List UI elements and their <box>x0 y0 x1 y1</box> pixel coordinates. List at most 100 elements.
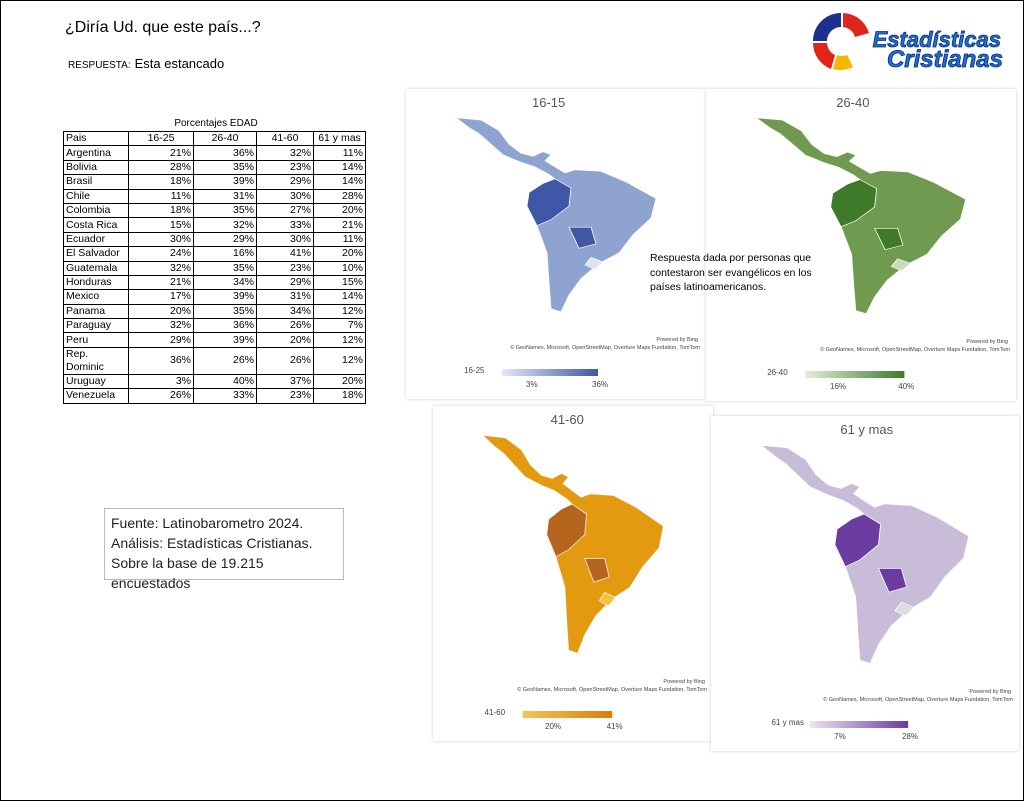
powered: Powered by Bing <box>969 689 1011 695</box>
table-cell: Rep. Dominic <box>63 346 129 375</box>
table-cell: 35% <box>193 303 257 320</box>
table-row: El Salvador 24% 16% 41% 20% <box>63 246 366 262</box>
table-cell: 11% <box>128 188 194 204</box>
legend-bar <box>502 369 598 376</box>
legend-max: 41% <box>606 722 623 731</box>
table-cell: 29% <box>256 274 314 291</box>
legend-min: 16% <box>830 382 847 391</box>
table-cell: 15% <box>313 274 366 291</box>
table-cell: Paraguay <box>63 318 129 334</box>
table-cell: 18% <box>128 202 194 219</box>
region <box>834 513 882 568</box>
table-cell: 7% <box>313 318 366 334</box>
region <box>568 226 597 249</box>
powered: Powered by Bing <box>966 339 1008 345</box>
table-cell: 29% <box>256 174 314 190</box>
table-cell: 31% <box>256 289 314 305</box>
table-cell: 26% <box>193 346 257 375</box>
table-cell: 12% <box>313 332 366 348</box>
attribution: © GeoNames, Microsoft, OpenStreetMap, Ov… <box>820 347 1010 353</box>
map <box>755 117 967 378</box>
table-cell: 33% <box>256 217 314 233</box>
table-cell: 32% <box>193 217 257 233</box>
table-cell: Colombia <box>63 202 129 219</box>
table-cell: 36% <box>128 346 194 375</box>
map-panel: 41-60 Powered by Bing © GeoNames, Microsof… <box>433 406 713 741</box>
table-cell: 30% <box>256 188 314 204</box>
table-cell: 39% <box>193 332 257 348</box>
table-row: Peru 29% 39% 20% 12% <box>63 332 366 348</box>
source-line: Fuente: Latinobarometro 2024. <box>111 515 304 531</box>
table-cell: 11% <box>313 231 366 248</box>
legend-bar <box>809 721 909 728</box>
table-cell: 20% <box>313 202 366 219</box>
table-cell: 20% <box>313 246 366 262</box>
table-row: Colombia 18% 35% 27% 20% <box>63 202 366 219</box>
question: ¿Diría Ud. que este país...? <box>65 19 261 36</box>
table: Pais 16-25 26-40 41-60 61 y mas Argentina 21% 3… <box>63 130 366 404</box>
table-cell: 35% <box>193 159 257 176</box>
legend-min: 3% <box>526 380 538 389</box>
map-shape <box>454 117 657 313</box>
legend-min: 20% <box>545 722 562 731</box>
table-cell: 31% <box>193 188 257 204</box>
header-cell: 41-60 <box>256 130 314 147</box>
map-title: 41-60 <box>550 412 584 427</box>
table-cell: 36% <box>193 145 257 161</box>
table-cell: 14% <box>313 159 366 176</box>
table-cell: 20% <box>313 373 366 390</box>
table-cell: 23% <box>256 159 314 176</box>
map-panel: 61 y mas Powered by Bing © GeoNames, Micro… <box>711 416 1019 751</box>
table-cell: 35% <box>193 202 257 219</box>
table-row: Chile 11% 31% 30% 28% <box>63 188 366 204</box>
legend-label: 26-40 <box>767 368 788 377</box>
map-shape <box>481 434 664 654</box>
table-cell: 40% <box>193 373 257 390</box>
region <box>546 503 587 558</box>
note: Respuesta dada por personas que contesta… <box>650 252 812 293</box>
legend-label: 61 y mas <box>771 718 805 727</box>
table-cell: 39% <box>193 289 257 305</box>
table-cell: 34% <box>256 303 314 320</box>
table-cell: 32% <box>256 145 314 161</box>
table-cell: 29% <box>128 332 194 348</box>
table-row: Paraguay 32% 36% 26% 7% <box>63 318 366 334</box>
legend-bar <box>522 711 613 718</box>
response-label: RESPUESTA: <box>68 60 131 71</box>
logo-line2: Cristianas <box>887 46 1003 73</box>
table-cell: 21% <box>128 145 194 161</box>
table-cell: 30% <box>128 231 194 248</box>
table-cell: 26% <box>256 318 314 334</box>
source-box: Fuente: Latinobarometro 2024. Análisis: … <box>104 508 344 591</box>
table-row: Ecuador 30% 29% 30% 11% <box>63 231 366 248</box>
table-cell: Panama <box>63 303 129 320</box>
region <box>598 591 617 607</box>
table-cell: 14% <box>313 289 366 305</box>
attribution: © GeoNames, Microsoft, OpenStreetMap, Ov… <box>517 687 707 693</box>
map-shape <box>755 117 967 315</box>
table-cell: 21% <box>128 274 194 291</box>
table-cell: Mexico <box>63 289 129 305</box>
table-cell: Argentina <box>63 145 129 161</box>
legend-label: 16-25 <box>464 366 485 375</box>
table-cell: Venezuela <box>63 388 129 404</box>
header-cell: Pais <box>63 130 129 147</box>
table-cell: 15% <box>128 217 194 233</box>
region <box>894 601 915 617</box>
table-row: Honduras 21% 34% 29% 15% <box>63 274 366 291</box>
table-cell: 39% <box>193 174 257 190</box>
table-cell: 32% <box>128 260 194 276</box>
logo: Estadísticas Cristianas <box>813 13 1003 73</box>
table-cell: 30% <box>256 231 314 248</box>
legend-max: 28% <box>901 732 918 741</box>
table-cell: El Salvador <box>63 246 129 262</box>
table-cell: Chile <box>63 188 129 204</box>
map-title: 16-15 <box>532 95 566 110</box>
table-cell: 36% <box>193 318 257 334</box>
table-cell: 26% <box>256 346 314 375</box>
map-panel: 16-15 Powered by Bing © GeoNames, Microsof… <box>406 89 706 399</box>
table-cell: Bolivia <box>63 159 129 176</box>
map-title: 61 y mas <box>840 422 894 437</box>
table-row: Mexico 17% 39% 31% 14% <box>63 289 366 305</box>
